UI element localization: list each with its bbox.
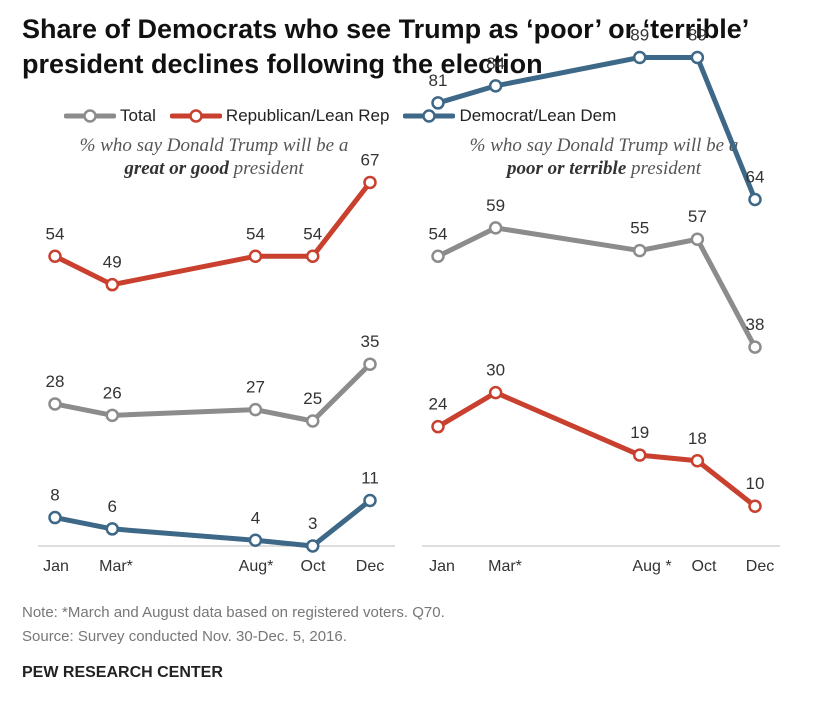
data-point-right-total-0 (431, 249, 445, 264)
data-label-left-republican-2: 54 (246, 224, 265, 243)
right-panel-subtitle: % who say Donald Trump will be a poor or… (420, 134, 788, 180)
footnote: Note: *March and August data based on re… (22, 604, 445, 621)
data-point-left-total-4 (363, 357, 377, 371)
data-point-right-republican-0 (431, 419, 445, 434)
data-label-left-total-1: 26 (103, 383, 122, 402)
data-point-left-total-1 (105, 408, 120, 423)
x-tick-label-right-3: Oct (692, 558, 717, 575)
data-point-left-democrat-3 (305, 539, 320, 553)
data-label-left-republican-1: 49 (103, 253, 122, 272)
legend-item-total: Total (64, 106, 156, 126)
data-label-left-democrat-1: 6 (108, 497, 117, 516)
data-point-right-total-4 (748, 340, 762, 354)
x-tick-label-left-0: Jan (43, 558, 69, 575)
data-label-left-democrat-4: 11 (361, 469, 379, 488)
data-label-right-republican-2: 19 (630, 423, 649, 442)
data-point-left-democrat-0 (48, 510, 62, 525)
data-label-left-total-0: 28 (46, 372, 65, 391)
data-label-right-democrat-0: 81 (429, 71, 448, 90)
x-tick-label-left-3: Oct (301, 558, 326, 575)
x-tick-label-left-2: Aug* (239, 558, 274, 575)
data-label-left-democrat-3: 3 (308, 514, 317, 533)
data-label-left-republican-4: 67 (361, 150, 380, 169)
series-line-right-total (435, 225, 758, 350)
data-point-right-democrat-1 (488, 79, 503, 93)
data-point-right-total-2 (632, 243, 647, 258)
legend-item-republican: Republican/Lean Rep (169, 106, 390, 126)
data-label-right-total-4: 38 (746, 315, 765, 334)
data-point-right-republican-3 (690, 454, 705, 468)
legend-marker-democrat (403, 109, 456, 123)
data-label-left-total-4: 35 (361, 332, 380, 351)
x-tick-label-left-1: Mar* (99, 558, 133, 575)
data-label-right-republican-0: 24 (429, 395, 448, 414)
data-point-right-republican-1 (488, 385, 503, 400)
left-subtitle-pre: % who say Donald Trump will be a (79, 135, 349, 156)
x-tick-label-right-1: Mar* (488, 558, 522, 575)
data-label-left-total-2: 27 (246, 378, 265, 397)
data-point-right-democrat-4 (748, 192, 762, 207)
left-subtitle-post: president (233, 158, 304, 179)
series-line-right-democrat (435, 54, 758, 202)
data-point-left-total-3 (305, 414, 320, 428)
data-point-right-total-3 (690, 232, 705, 246)
data-label-right-democrat-2: 89 (630, 25, 649, 44)
legend-label-total: Total (120, 106, 156, 125)
data-point-left-democrat-1 (105, 522, 120, 536)
x-tick-label-left-4: Dec (356, 558, 384, 575)
x-tick-label-right-0: Jan (429, 558, 455, 575)
data-point-left-republican-2 (248, 249, 263, 264)
data-point-left-democrat-2 (248, 533, 263, 548)
data-label-right-republican-1: 30 (486, 361, 505, 380)
data-label-right-total-2: 55 (630, 219, 649, 238)
source-note: Source: Survey conducted Nov. 30-Dec. 5,… (22, 628, 347, 645)
data-label-left-republican-0: 54 (46, 224, 65, 243)
data-label-left-total-3: 25 (303, 389, 322, 408)
right-subtitle-post: president (631, 158, 702, 179)
brand-logo-text: PEW RESEARCH CENTER (22, 664, 223, 681)
legend-item-democrat: Democrat/Lean Dem (403, 106, 616, 126)
x-tick-label-right-4: Dec (746, 558, 774, 575)
right-subtitle-bold: poor or terrible (506, 158, 627, 179)
data-point-right-democrat-0 (431, 96, 445, 110)
data-label-right-total-3: 57 (688, 207, 707, 226)
data-point-left-republican-0 (48, 249, 62, 264)
data-label-right-total-0: 54 (429, 224, 448, 243)
data-point-left-total-0 (48, 397, 62, 411)
data-point-left-democrat-4 (363, 493, 377, 508)
legend-marker-total (64, 109, 116, 123)
data-label-left-democrat-0: 8 (50, 486, 59, 505)
chart-title: Share of Democrats who see Trump as ‘poo… (22, 14, 748, 79)
data-point-left-republican-1 (105, 277, 120, 292)
data-label-right-democrat-4: 64 (746, 167, 765, 186)
legend-label-democrat: Democrat/Lean Dem (459, 106, 617, 125)
data-label-right-total-1: 59 (486, 196, 505, 215)
legend-label-republican: Republican/Lean Rep (225, 106, 390, 125)
data-point-right-total-1 (488, 221, 503, 235)
data-point-right-republican-2 (632, 448, 647, 462)
data-label-left-republican-3: 54 (303, 224, 322, 243)
left-panel-subtitle: % who say Donald Trump will be a great o… (30, 134, 398, 180)
data-label-right-democrat-1: 84 (486, 54, 505, 73)
data-label-right-republican-3: 18 (688, 429, 707, 448)
data-point-right-democrat-3 (690, 50, 705, 65)
data-point-right-democrat-2 (632, 50, 647, 65)
right-subtitle-pre: % who say Donald Trump will be a (469, 135, 739, 156)
legend: Total Republican/Lean Rep Democrat/Lean … (64, 104, 630, 128)
data-label-left-democrat-2: 4 (251, 508, 260, 527)
legend-marker-republican (169, 109, 222, 123)
left-subtitle-bold: great or good (124, 158, 229, 179)
data-point-left-republican-4 (363, 175, 377, 190)
data-label-right-democrat-3: 89 (688, 25, 707, 44)
x-tick-label-right-2: Aug * (632, 558, 671, 575)
data-point-left-total-2 (248, 402, 263, 417)
data-point-left-republican-3 (305, 249, 320, 264)
data-label-right-republican-4: 10 (746, 474, 765, 493)
data-point-right-republican-4 (748, 499, 762, 513)
series-line-left-democrat (52, 498, 373, 549)
series-line-right-republican (435, 390, 758, 509)
